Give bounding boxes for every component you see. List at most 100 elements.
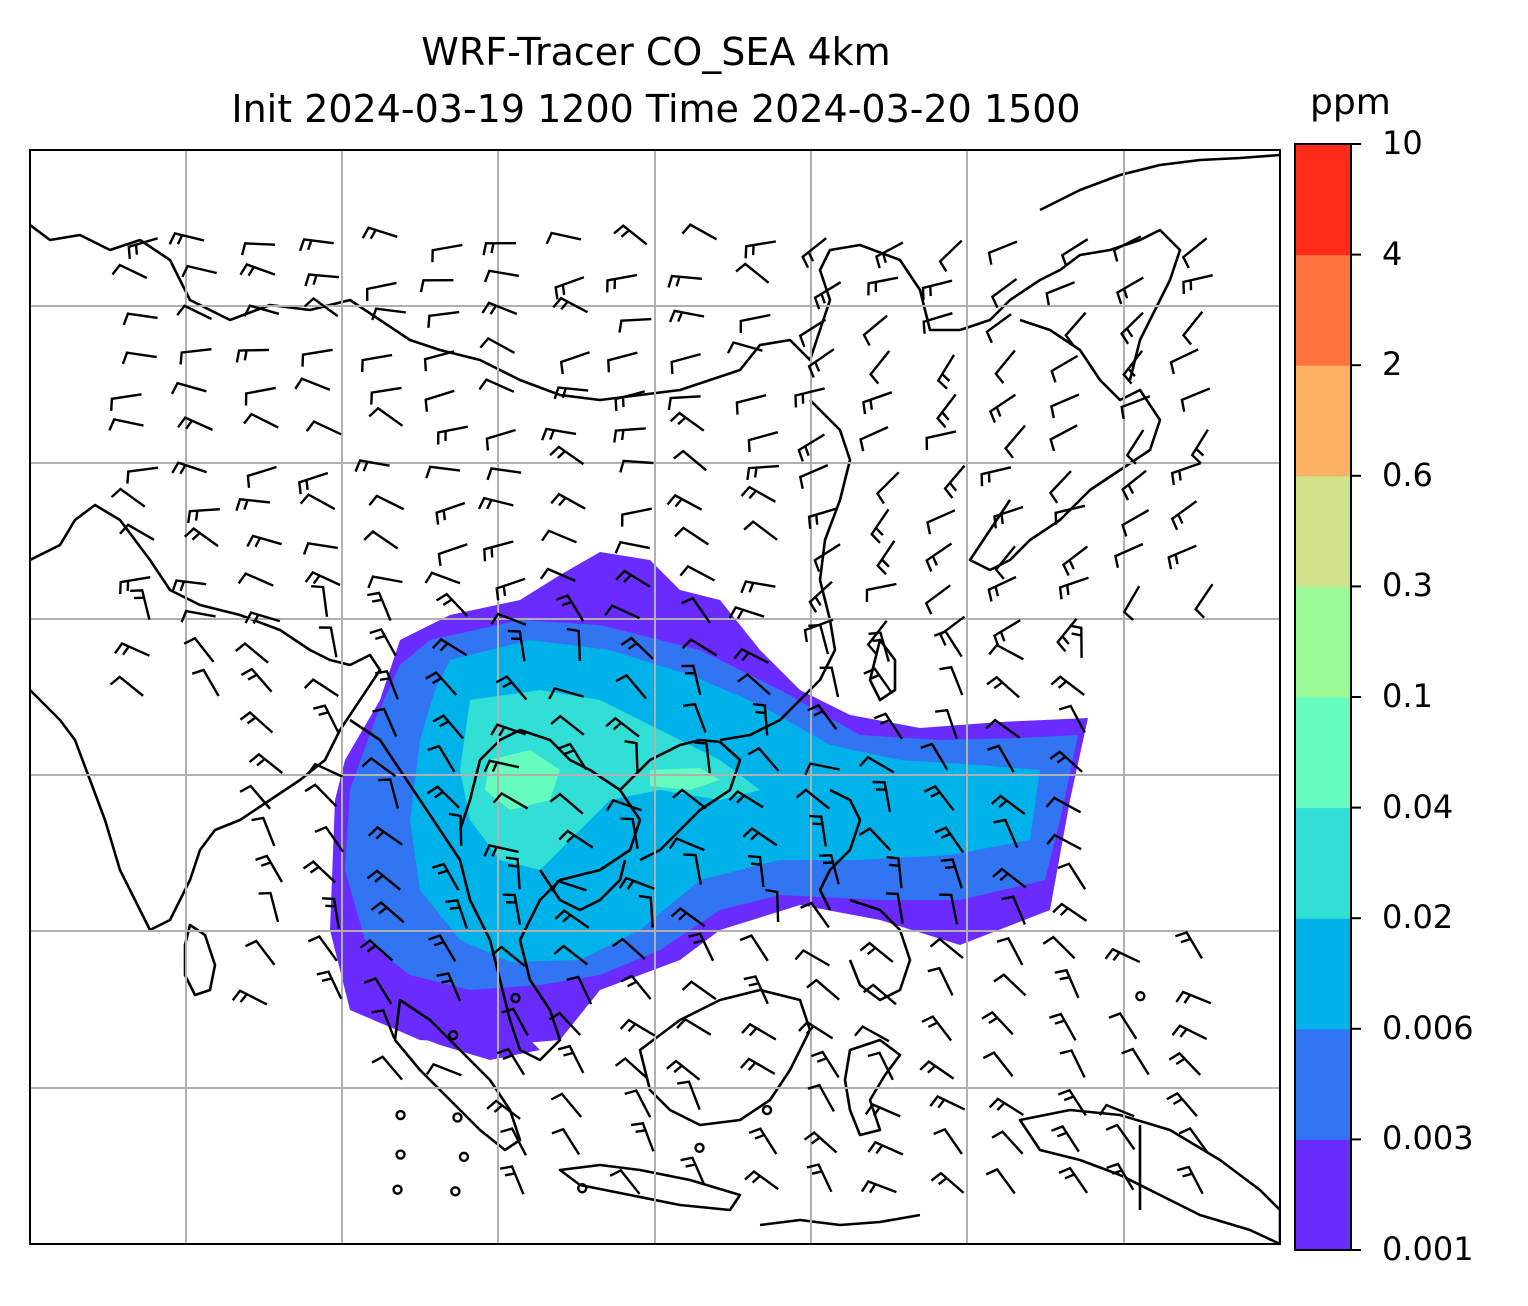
wind-barb	[874, 241, 904, 269]
wind-barb	[867, 1140, 904, 1156]
wind-barb	[858, 826, 892, 852]
wind-barb	[1058, 704, 1086, 734]
wind-barb	[925, 542, 953, 572]
wind-barb	[314, 825, 345, 853]
wind-barb	[615, 569, 651, 588]
colorbar-segment	[1295, 1139, 1351, 1251]
wind-barb	[121, 351, 157, 365]
wind-barb	[483, 844, 519, 857]
wind-barb	[670, 906, 706, 928]
wind-barb	[246, 465, 277, 488]
wind-barb	[368, 494, 405, 511]
wind-barb	[765, 888, 780, 923]
wind-barb	[797, 433, 826, 462]
wind-barb	[619, 459, 654, 473]
wind-barb	[436, 972, 462, 1002]
wind-barb	[807, 507, 839, 529]
colorbar-segment	[1295, 475, 1351, 587]
wind-barb	[925, 430, 957, 451]
wind-barb	[612, 937, 646, 960]
wind-barb	[867, 1051, 894, 1081]
wind-barb	[110, 487, 146, 508]
wind-barb	[311, 585, 329, 617]
wind-barb	[550, 879, 587, 893]
coastline-gulf-of-thailand	[538, 859, 627, 912]
wind-barb	[798, 318, 827, 348]
wind-barb	[491, 945, 526, 967]
wind-barb	[683, 853, 702, 885]
coastline-vietnam	[619, 738, 742, 862]
wind-barb	[614, 540, 651, 554]
wind-barb	[307, 762, 344, 778]
wind-barb	[483, 759, 520, 773]
colorbar-tick-label: 0.003	[1382, 1119, 1474, 1158]
colorbar-tick-label: 0.3	[1382, 566, 1433, 605]
wind-barb	[479, 336, 516, 354]
wind-barb	[740, 485, 777, 503]
wind-barb	[302, 541, 338, 555]
wind-barb	[993, 818, 1019, 848]
wind-barb	[234, 642, 269, 664]
wind-barb	[668, 309, 705, 323]
calm-wind-marker	[761, 1104, 773, 1116]
wind-barb	[813, 281, 842, 310]
wind-barb	[996, 936, 1024, 966]
wind-barb	[674, 526, 710, 546]
wind-barb	[1048, 470, 1072, 504]
wind-barb	[127, 237, 158, 259]
wind-barb	[1166, 1091, 1198, 1117]
wind-barb	[1120, 395, 1151, 420]
wind-barb	[243, 412, 279, 429]
wind-barb	[448, 812, 463, 847]
wind-barb	[183, 636, 215, 663]
colorbar-segment	[1295, 697, 1351, 809]
wind-barb	[806, 978, 840, 1001]
wind-barb	[477, 496, 514, 510]
wind-barb	[555, 594, 585, 622]
wind-barb	[419, 279, 454, 293]
wind-barb	[864, 1103, 901, 1118]
wind-barb	[1112, 235, 1142, 262]
wind-barb	[258, 891, 280, 923]
wind-barb	[496, 1047, 526, 1076]
map-plot-area	[30, 150, 1280, 1244]
wind-barb	[183, 527, 219, 548]
wind-barb	[614, 390, 646, 412]
wind-barb	[938, 239, 963, 273]
wind-barb	[171, 461, 208, 475]
calm-wind-marker	[1135, 991, 1146, 1002]
wind-barb	[1194, 583, 1214, 619]
wind-barb	[1178, 1127, 1209, 1154]
wind-barb	[680, 1156, 706, 1186]
title-line-1: WRF-Tracer CO_SEA 4km	[421, 30, 891, 74]
wind-barb	[255, 854, 284, 883]
wind-barb	[930, 1171, 965, 1194]
wind-barb	[926, 509, 956, 535]
wind-barb	[803, 1131, 838, 1154]
wind-barb	[122, 312, 158, 326]
wind-barb	[427, 744, 456, 773]
wind-barb	[548, 1011, 582, 1036]
wind-barb	[1057, 862, 1087, 890]
wind-barb	[1060, 238, 1089, 267]
wind-barb	[239, 784, 272, 810]
wind-barb	[1059, 1049, 1086, 1078]
wind-barb	[806, 1163, 833, 1193]
colorbar-tick-label: 0.02	[1382, 898, 1454, 937]
wind-barb	[486, 467, 522, 481]
wind-barb	[741, 1022, 777, 1041]
wind-barb	[985, 718, 1021, 739]
wind-barb	[240, 667, 273, 693]
wind-barb	[490, 723, 527, 737]
wind-barb	[554, 276, 585, 300]
wind-barb	[171, 579, 207, 593]
wind-barb	[445, 899, 469, 930]
wind-barb	[1169, 348, 1199, 375]
wind-barb	[943, 464, 966, 499]
wind-barb	[1167, 544, 1197, 570]
wind-barb	[1001, 895, 1027, 925]
wind-barb	[557, 1044, 585, 1074]
wind-barb	[1121, 469, 1147, 501]
wind-barb	[499, 1165, 525, 1195]
wind-barb	[735, 394, 767, 415]
